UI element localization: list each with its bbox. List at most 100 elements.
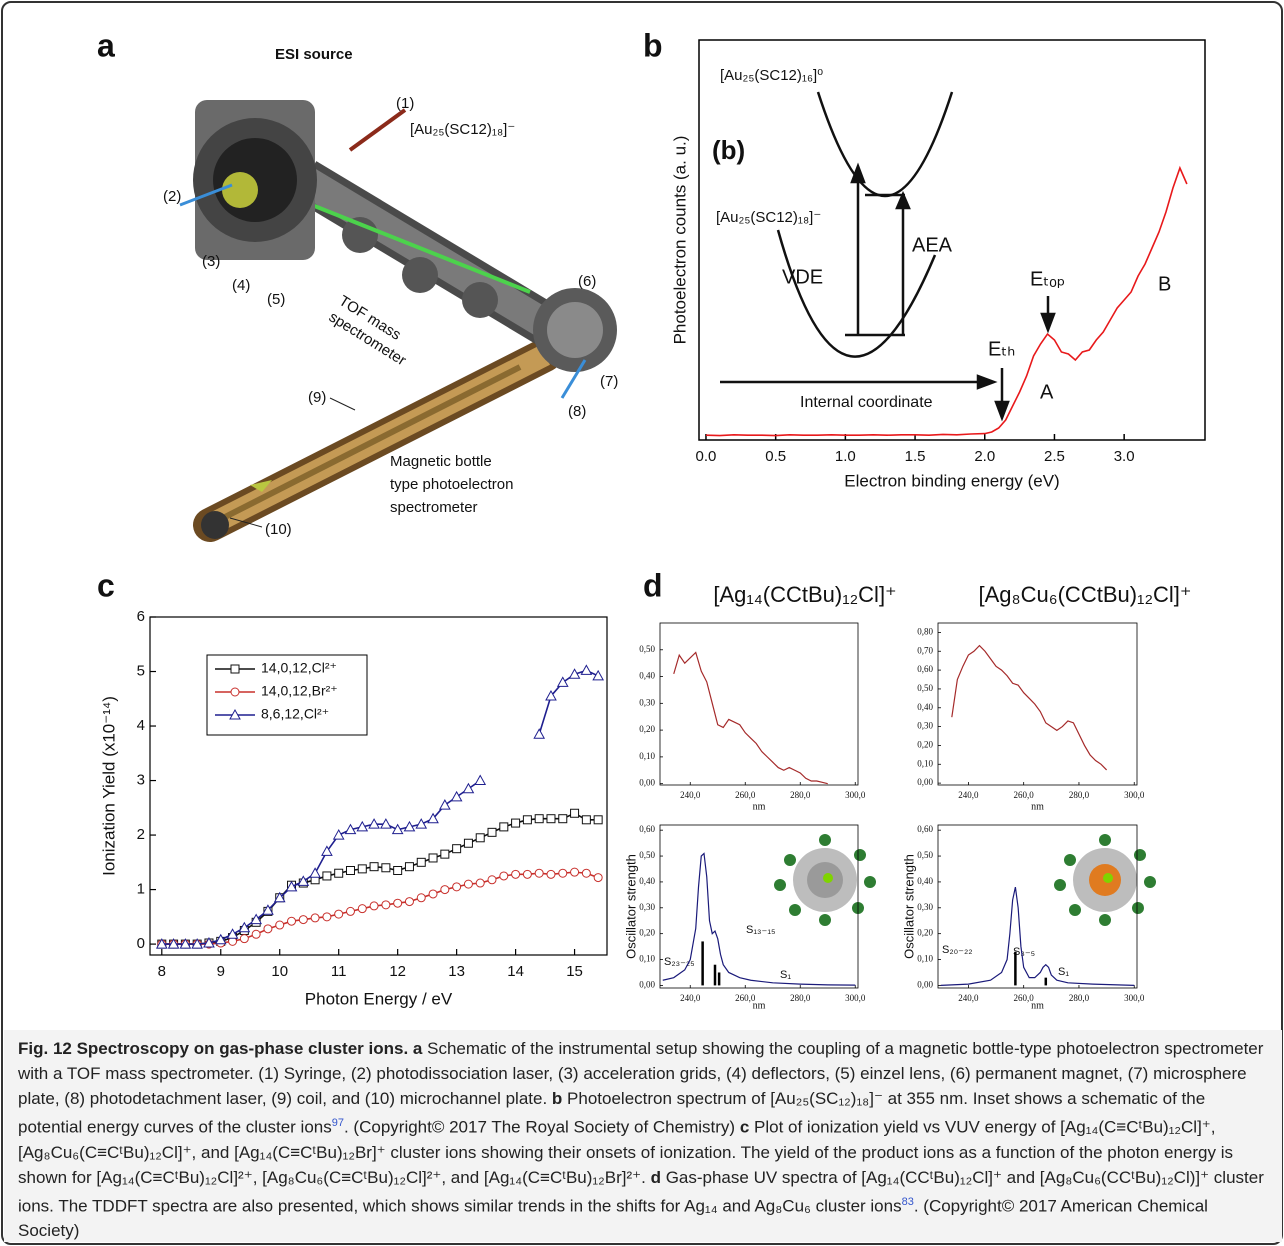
marker: [298, 915, 308, 925]
marker: [533, 728, 546, 739]
marker: [297, 875, 310, 886]
marker: [487, 827, 497, 837]
y-tick-label: 0,30: [639, 902, 655, 912]
x-tick-label: 3.0: [1114, 448, 1135, 465]
series-line: [662, 852, 856, 986]
part-label: (2): [163, 188, 181, 205]
x-tick-label: 280,0: [790, 993, 811, 1003]
marker: [570, 808, 580, 818]
x-tick-label: 1.0: [835, 448, 856, 465]
marker: [230, 687, 240, 697]
marker: [403, 820, 416, 832]
plot-frame: [659, 622, 859, 786]
y-tick-label: 0,50: [917, 683, 933, 693]
annotation: S₁: [1058, 966, 1069, 978]
marker: [287, 916, 297, 926]
marker: [462, 782, 475, 794]
caption-text: Photoelectron spectrum of [Au₂₅(SC₁₂)₁₈]…: [18, 1089, 1206, 1137]
panel-label: c: [97, 567, 115, 603]
marker: [415, 818, 428, 829]
chart-title: [Ag₁₄(CCtBu)₁₂Cl]⁺: [713, 582, 896, 607]
marker: [393, 866, 403, 875]
y-axis-label: Photoelectron counts (a. u.): [670, 136, 689, 345]
marker: [592, 669, 605, 681]
series-line: [705, 165, 1188, 437]
plot-frame: [149, 616, 608, 956]
y-tick-label: 0,40: [639, 876, 655, 886]
part-label: Magnetic bottle: [390, 453, 492, 470]
x-tick-label: 14: [507, 963, 524, 980]
y-tick-label: 1: [137, 881, 145, 898]
marker: [332, 829, 345, 840]
y-tick-label: 0,30: [917, 721, 933, 731]
plot-frame: [937, 824, 1138, 989]
marker: [463, 838, 473, 848]
caption-label: b: [551, 1089, 563, 1108]
part-label: (4): [232, 277, 250, 294]
part-label: spectrometer: [390, 499, 478, 516]
marker: [285, 880, 298, 892]
series-line: [161, 812, 599, 945]
caption-label: d: [650, 1167, 661, 1187]
marker: [229, 708, 241, 720]
marker: [167, 938, 180, 949]
x-tick-label: 2.5: [1044, 448, 1065, 465]
marker: [334, 868, 344, 878]
y-tick-label: 0,10: [639, 751, 655, 761]
marker: [427, 812, 439, 824]
y-tick-label: 2: [137, 826, 145, 843]
reference[interactable]: 97: [331, 1117, 344, 1129]
x-tick-label: 240,0: [680, 993, 701, 1003]
part-label: (1): [396, 95, 414, 112]
annotation: S₁₃₋₁₅: [746, 924, 775, 936]
x-axis-label: Photon Energy / eV: [305, 989, 453, 1008]
marker: [357, 904, 367, 914]
x-axis-label: nm: [1031, 801, 1044, 812]
x-tick-label: 300,0: [1124, 790, 1145, 800]
annotation: A: [1040, 381, 1054, 403]
y-tick-label: 0,50: [639, 850, 655, 860]
marker: [238, 921, 251, 933]
inset-label: [Au₂₅(SC12)₁₈]⁻: [716, 209, 821, 226]
marker: [428, 853, 438, 863]
series-line: [161, 871, 599, 945]
x-tick-label: 260,0: [1014, 790, 1035, 800]
marker: [239, 934, 249, 944]
annotation: S₂₀₋₂₂: [942, 944, 973, 956]
inset-label: [Au₂₅(SC12)₁₆]⁰: [720, 67, 823, 84]
marker: [309, 867, 321, 878]
y-tick-label: 0,40: [917, 702, 933, 712]
x-tick-label: 9: [217, 963, 225, 980]
part-label: (7): [600, 373, 618, 390]
x-tick-label: 0.5: [765, 448, 786, 465]
x-tick-label: 260,0: [1014, 993, 1035, 1003]
caption: Fig. 12 Spectroscopy on gas-phase cluste…: [4, 1030, 1282, 1242]
x-tick-label: 300,0: [1124, 993, 1145, 1003]
part-label: (6): [578, 273, 596, 290]
marker: [344, 823, 357, 835]
marker: [381, 863, 391, 873]
marker: [546, 869, 556, 879]
marker: [369, 901, 379, 911]
marker: [368, 818, 380, 829]
y-axis-label: Ionization Yield (x10⁻¹⁴): [99, 696, 118, 876]
marker: [345, 866, 355, 875]
x-tick-label: 0.0: [696, 448, 717, 465]
marker: [475, 878, 485, 888]
schematic: [179, 100, 617, 542]
x-tick-label: 300,0: [845, 790, 866, 800]
y-tick-label: 4: [137, 717, 145, 734]
marker: [593, 815, 603, 825]
y-tick-label: 0,40: [639, 671, 655, 681]
series-line: [951, 644, 1108, 771]
part-label: (9): [308, 389, 326, 406]
part-label: ESI source: [275, 46, 353, 63]
marker: [581, 815, 591, 825]
marker: [558, 868, 568, 878]
caption-text: Schematic of the instrumental setup show…: [18, 1039, 1264, 1108]
chart-title: [Ag₈Cu₆(CCtBu)₁₂Cl]⁺: [978, 582, 1191, 607]
reference[interactable]: 83: [901, 1195, 914, 1208]
part-label: (8): [568, 403, 586, 420]
